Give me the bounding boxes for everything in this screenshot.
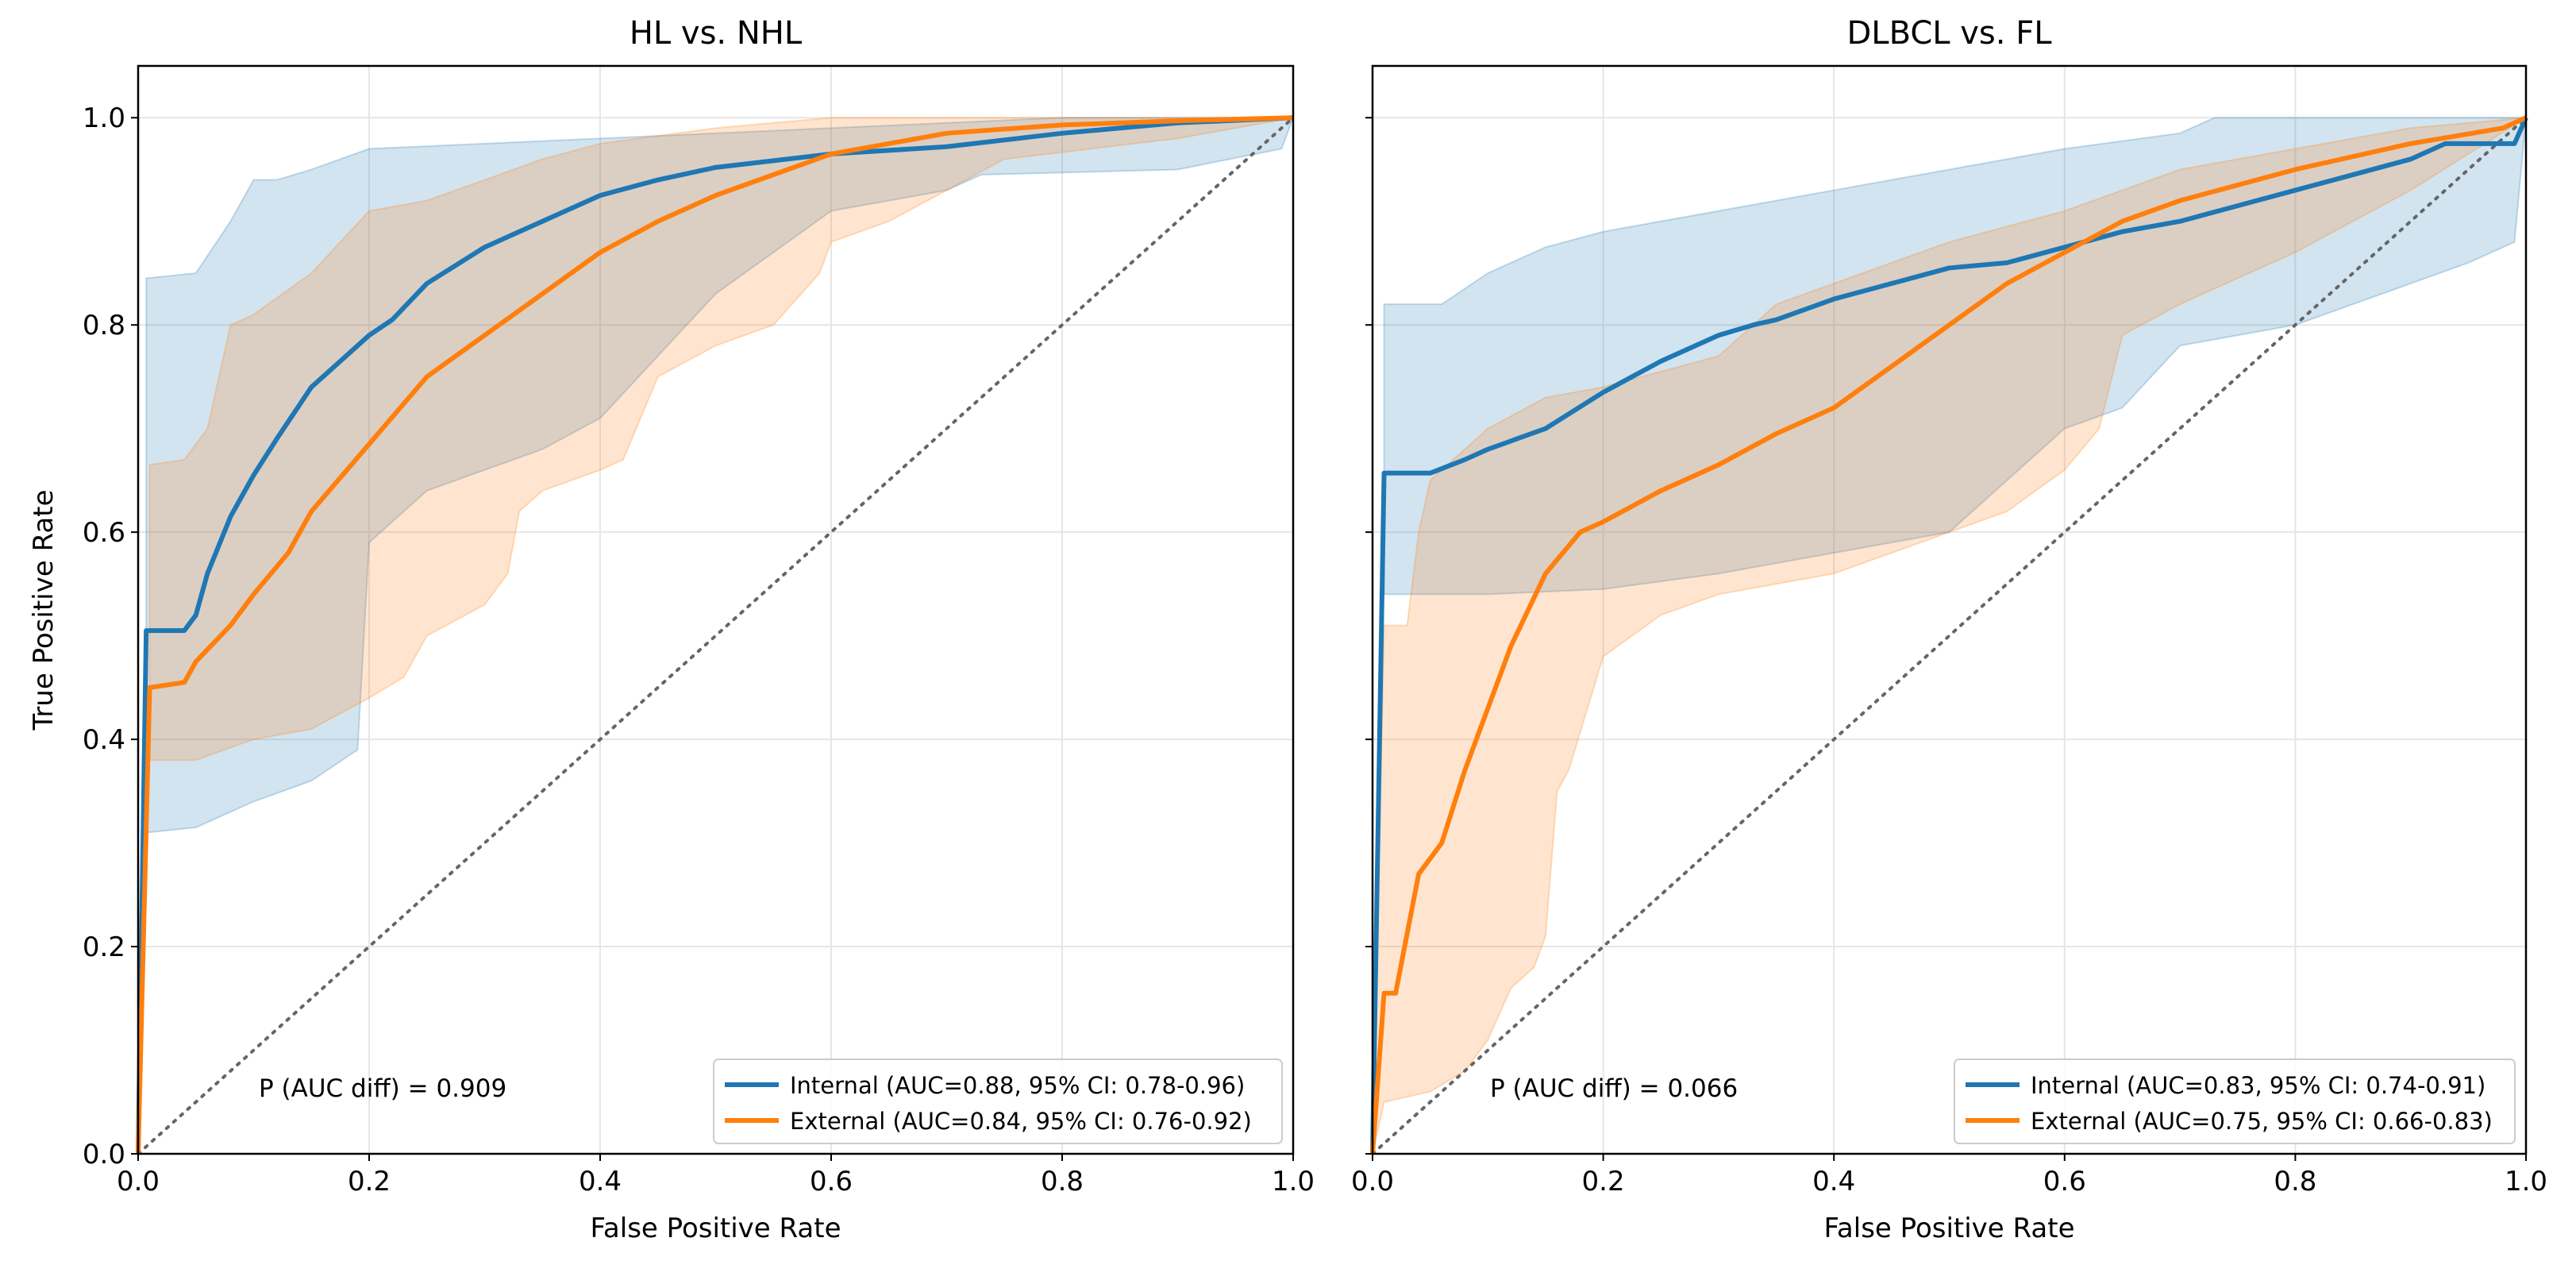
y-tick-label: 0.4 (83, 724, 125, 756)
axes-frame (1371, 64, 2528, 1155)
x-tick-label: 1.0 (2505, 1166, 2547, 1197)
chance-diagonal (1371, 116, 2528, 1155)
x-tick-label: 0.2 (348, 1166, 391, 1197)
x-tick-label: 0.4 (579, 1166, 622, 1197)
y-tick-label: 0.0 (83, 1139, 125, 1170)
legend-box (1954, 1059, 2516, 1144)
legend: Internal (AUC=0.83, 95% CI: 0.74-0.91) Ex… (1954, 1059, 2516, 1144)
legend-label: Internal (AUC=0.83, 95% CI: 0.74-0.91) (2031, 1072, 2486, 1099)
legend-label: Internal (AUC=0.88, 95% CI: 0.78-0.96) (790, 1072, 1245, 1099)
y-tick-label: 0.6 (83, 517, 125, 549)
legend-label: External (AUC=0.75, 95% CI: 0.66-0.83) (2031, 1108, 2493, 1135)
legend-box (713, 1059, 1283, 1144)
axes-frame (137, 64, 1295, 1155)
x-tick-label: 0.0 (117, 1166, 160, 1197)
y-tick-label: 1.0 (83, 102, 125, 134)
x-tick-label: 0.2 (1582, 1166, 1625, 1197)
y-axis-label: True Positive Rate (28, 490, 60, 731)
ci-band-internal (1383, 117, 2528, 596)
p-value-annotation: P (AUC diff) = 0.066 (1490, 1074, 1738, 1103)
x-axis-label: False Positive Rate (1824, 1213, 2075, 1244)
x-tick-label: 0.4 (1812, 1166, 1855, 1197)
x-tick-label: 0.6 (2043, 1166, 2086, 1197)
legend: Internal (AUC=0.88, 95% CI: 0.78-0.96) Ex… (713, 1059, 1283, 1144)
y-tick-label: 0.8 (83, 310, 125, 341)
p-value-annotation: P (AUC diff) = 0.909 (259, 1074, 506, 1103)
roc-curve-internal (136, 115, 1294, 1155)
ci-band-external (1372, 117, 2527, 1155)
chart-title: HL vs. NHL (630, 15, 803, 52)
ci-band-internal (145, 117, 1295, 834)
y-tick-label: 0.2 (83, 931, 125, 963)
legend-label: External (AUC=0.84, 95% CI: 0.76-0.92) (790, 1108, 1252, 1135)
x-tick-label: 1.0 (1272, 1166, 1315, 1197)
x-tick-label: 0.6 (810, 1166, 853, 1197)
x-axis-label: False Positive Rate (591, 1213, 841, 1244)
chart-title: DLBCL vs. FL (1847, 15, 2053, 52)
roc-curve-internal (1370, 117, 2528, 1155)
panel-1: 0.0 0.2 0.4 0.6 0.8 1.0 0.0 0.2 0.4 0.6 0.8 1.0 HL v… (28, 15, 1315, 1244)
roc-curve-external (1370, 115, 2528, 1155)
panel-2: 0.0 0.2 0.4 0.6 0.8 1.0 DLBCL vs. FL False Posi… (1351, 15, 2547, 1244)
chance-diagonal (137, 116, 1295, 1155)
x-tick-label: 0.0 (1351, 1166, 1394, 1197)
x-tick-label: 0.8 (1041, 1166, 1084, 1197)
x-tick-label: 0.8 (2274, 1166, 2316, 1197)
roc-curve-external (136, 115, 1294, 1155)
